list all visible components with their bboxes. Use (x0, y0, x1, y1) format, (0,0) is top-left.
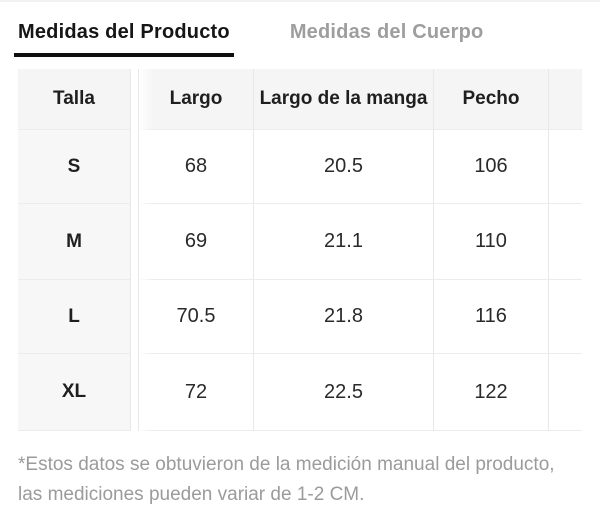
frozen-column-gutter (131, 280, 139, 354)
value-cell-largo: 68 (139, 130, 254, 204)
value-cell-truncated (549, 354, 582, 431)
size-label-cell: XL (18, 354, 131, 431)
value-cell-manga: 21.8 (254, 280, 434, 354)
value-cell-largo: 69 (139, 204, 254, 280)
size-label-cell: S (18, 130, 131, 204)
value-cell-truncated (549, 204, 582, 280)
value-cell-pecho: 116 (434, 280, 549, 354)
disclaimer-line-1: *Estos datos se obtuvieron de la medició… (18, 454, 555, 475)
column-header-largo: Largo (139, 69, 254, 130)
value-cell-manga: 21.1 (254, 204, 434, 280)
frozen-column-gutter (131, 354, 139, 431)
value-cell-truncated (549, 130, 582, 204)
disclaimer-line-2: las mediciones pueden variar de 1-2 CM. (18, 484, 365, 505)
size-label-cell: M (18, 204, 131, 280)
tab-bar: Medidas del Producto Medidas del Cuerpo (0, 2, 600, 57)
value-cell-pecho: 106 (434, 130, 549, 204)
column-header-manga: Largo de la manga (254, 69, 434, 130)
value-cell-pecho: 110 (434, 204, 549, 280)
table-row-m: M 69 21.1 110 (18, 204, 582, 280)
column-header-pecho: Pecho (434, 69, 549, 130)
table-row-s: S 68 20.5 106 (18, 130, 582, 204)
table-header-row: Talla Largo Largo de la manga Pecho (18, 69, 582, 130)
value-cell-largo: 70.5 (139, 280, 254, 354)
size-label-cell: L (18, 280, 131, 354)
frozen-column-gutter (131, 69, 139, 130)
size-table-scroll-area[interactable]: Talla Largo Largo de la manga Pecho S 68… (18, 69, 582, 431)
frozen-column-gutter (131, 204, 139, 280)
value-cell-truncated (549, 280, 582, 354)
value-cell-pecho: 122 (434, 354, 549, 431)
measurement-disclaimer: *Estos datos se obtuvieron de la medició… (18, 450, 582, 510)
frozen-column-gutter (131, 130, 139, 204)
tab-product-measurements[interactable]: Medidas del Producto (14, 21, 234, 57)
value-cell-largo: 72 (139, 354, 254, 431)
column-header-talla: Talla (18, 69, 131, 130)
table-row-xl: XL 72 22.5 122 (18, 354, 582, 431)
table-row-l: L 70.5 21.8 116 (18, 280, 582, 354)
column-header-truncated (549, 69, 582, 130)
tab-body-measurements[interactable]: Medidas del Cuerpo (289, 21, 484, 43)
value-cell-manga: 22.5 (254, 354, 434, 431)
value-cell-manga: 20.5 (254, 130, 434, 204)
